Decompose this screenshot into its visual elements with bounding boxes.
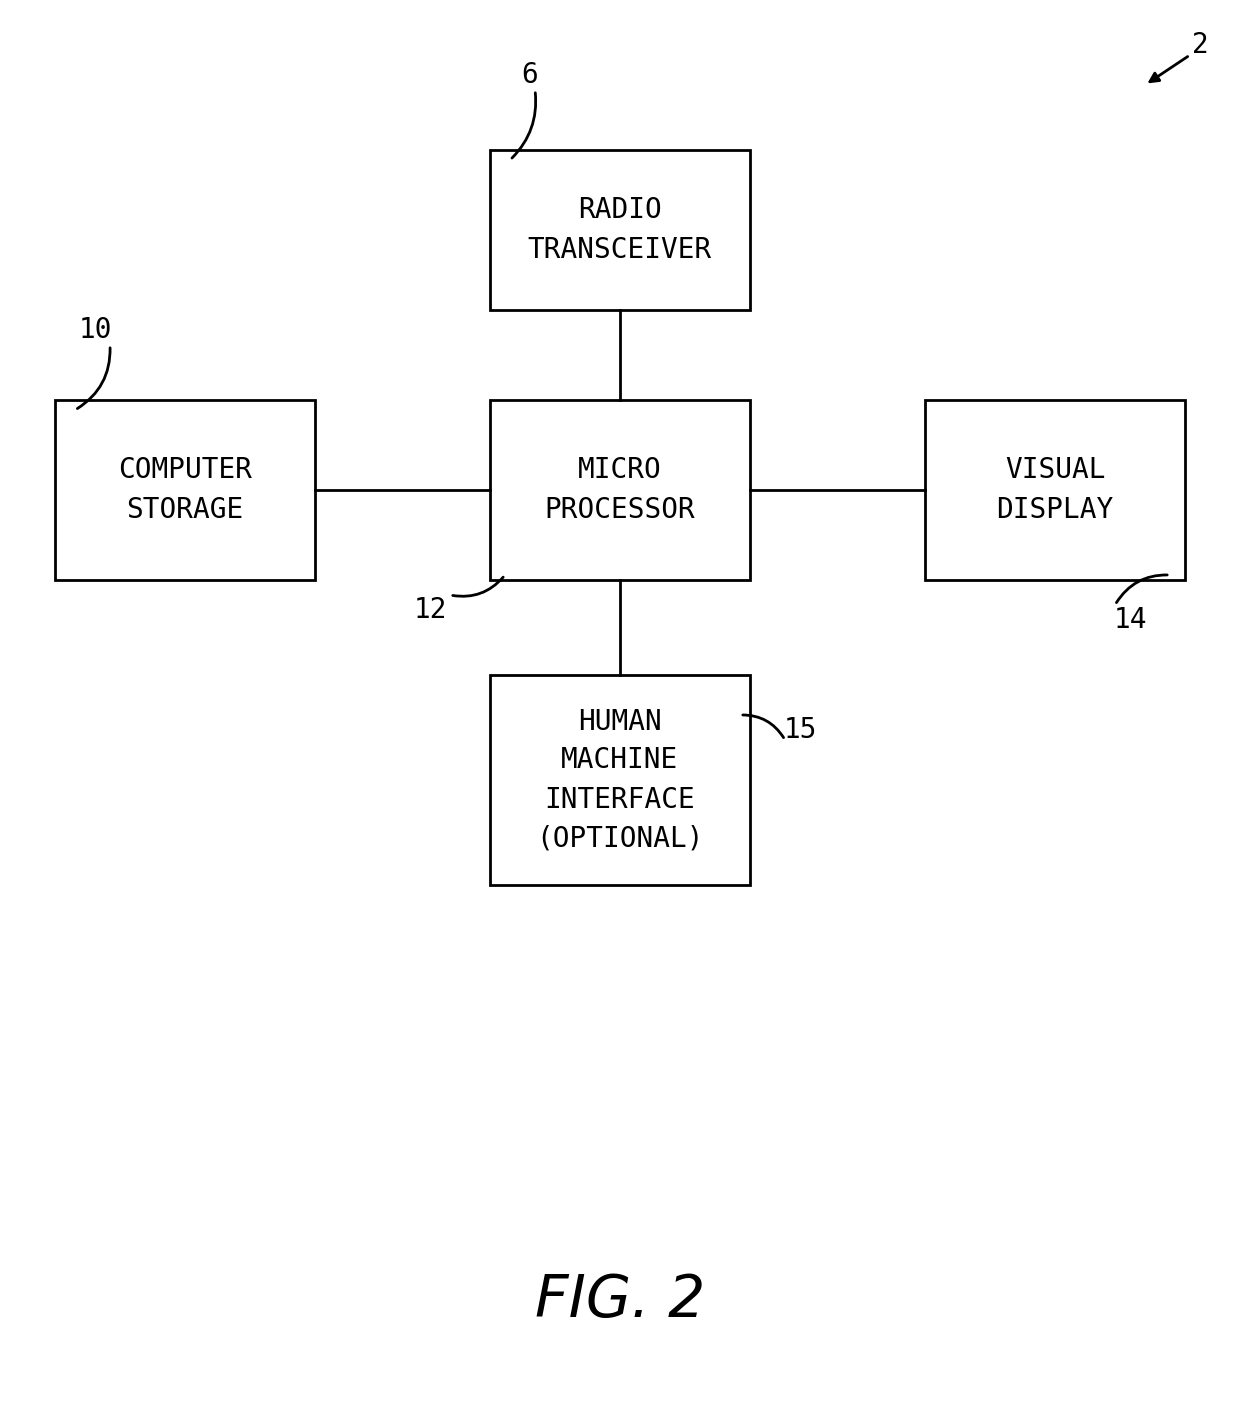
Text: 12: 12 bbox=[413, 596, 446, 624]
Bar bbox=[490, 400, 750, 580]
Text: 6: 6 bbox=[522, 61, 538, 89]
Bar bbox=[55, 400, 315, 580]
Text: FIG. 2: FIG. 2 bbox=[534, 1272, 706, 1329]
Text: 10: 10 bbox=[78, 316, 112, 345]
Text: MICRO
PROCESSOR: MICRO PROCESSOR bbox=[544, 457, 696, 523]
Bar bbox=[925, 400, 1185, 580]
Text: HUMAN
MACHINE
INTERFACE
(OPTIONAL): HUMAN MACHINE INTERFACE (OPTIONAL) bbox=[536, 708, 704, 852]
Bar bbox=[490, 150, 750, 311]
Text: 2: 2 bbox=[1192, 31, 1208, 60]
Text: VISUAL
DISPLAY: VISUAL DISPLAY bbox=[997, 457, 1114, 523]
Text: COMPUTER
STORAGE: COMPUTER STORAGE bbox=[118, 457, 252, 523]
Text: 15: 15 bbox=[784, 716, 817, 744]
Text: RADIO
TRANSCEIVER: RADIO TRANSCEIVER bbox=[528, 197, 712, 264]
Bar bbox=[490, 675, 750, 885]
Text: 14: 14 bbox=[1114, 605, 1147, 634]
